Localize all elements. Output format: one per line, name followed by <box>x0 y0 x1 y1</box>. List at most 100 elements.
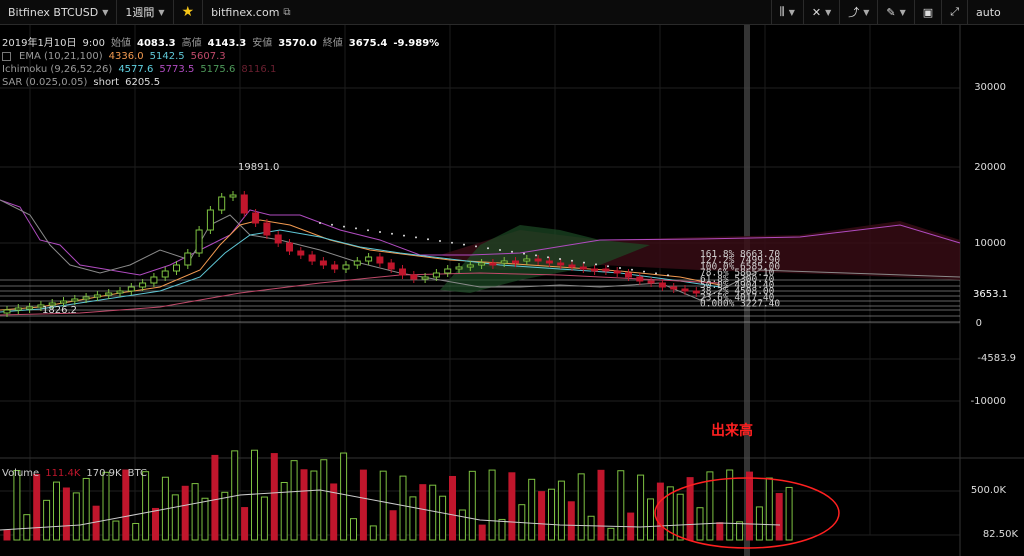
candle <box>82 296 90 300</box>
peak-label: 19891.0 <box>238 162 279 173</box>
ema-line <box>0 229 721 313</box>
volume-bar <box>251 449 258 541</box>
volume-bar <box>597 469 605 541</box>
volume-bar <box>419 484 427 541</box>
screenshot-button[interactable]: ▣ <box>913 0 941 24</box>
volume-bar <box>528 478 536 541</box>
volume-bar <box>72 492 80 541</box>
sar-dot <box>655 272 657 275</box>
candle <box>150 276 158 284</box>
sar-dot <box>379 231 381 233</box>
ema-legend[interactable]: EMA (10,21,100) 4336.0 5142.5 5607.3 <box>2 50 439 63</box>
ichimoku-v1: 4577.6 <box>118 64 154 75</box>
low-value: 3570.0 <box>278 38 317 49</box>
star-icon: ★ <box>181 4 195 20</box>
favorite-button[interactable]: ★ <box>174 0 204 24</box>
sar-dot <box>427 238 429 241</box>
change-value: -9.989% <box>393 38 440 49</box>
candle <box>161 270 169 278</box>
fullscreen-button[interactable]: ⤢ <box>941 0 967 24</box>
volume-bar <box>3 529 11 541</box>
volume-unit: BTC <box>127 468 147 479</box>
candle <box>489 262 497 266</box>
volume-bar <box>359 469 367 541</box>
sar-dot <box>643 270 645 273</box>
candle <box>692 290 700 294</box>
volume-bar <box>300 469 308 541</box>
ichimoku-name: Ichimoku (9,26,52,26) <box>2 64 113 75</box>
candle <box>37 304 45 308</box>
sar-dot <box>535 254 537 257</box>
volume-bar <box>112 520 120 541</box>
site-link[interactable]: bitfinex.com ⧉ <box>203 0 298 24</box>
sar-dot <box>391 232 393 235</box>
candle <box>26 306 34 310</box>
candle <box>591 268 599 272</box>
volume-bar <box>399 475 407 541</box>
volume-bar <box>557 480 565 541</box>
top-toolbar: Bitfinex BTCUSD ▼ 1週間 ▼ ★ bitfinex.com ⧉… <box>0 0 1024 25</box>
fib-label: 50.0% 4904.40 <box>700 280 775 291</box>
sar-legend[interactable]: SAR (0.025,0.05) short 6205.5 <box>2 76 439 89</box>
sar-dot <box>343 225 345 228</box>
candle <box>173 264 180 272</box>
volume-bar <box>171 494 179 541</box>
drawing-button[interactable]: ✎ ▼ <box>877 0 913 24</box>
sar-dot <box>619 267 621 269</box>
price-tick: -4583.9 <box>977 353 1016 364</box>
close-label: 終値 <box>322 38 343 49</box>
volume-legend[interactable]: Volume 111.4K 170.9K BTC <box>2 468 147 479</box>
candle <box>263 222 271 236</box>
volume-label: Volume <box>2 468 40 479</box>
volume-bar <box>132 522 140 541</box>
crosshair-button[interactable]: ✕ ▼ <box>802 0 839 24</box>
auto-scale-button[interactable]: auto <box>967 0 1024 24</box>
ema-v1: 4336.0 <box>108 51 144 62</box>
symbol-selector[interactable]: Bitfinex BTCUSD ▼ <box>0 0 118 24</box>
auto-label: auto <box>976 5 1001 19</box>
pencil-icon: ✎ <box>886 5 896 19</box>
interval-selector[interactable]: 1週間 ▼ <box>117 0 174 24</box>
indicators-button[interactable]: ⤴ ▼ <box>839 0 877 24</box>
ichimoku-line <box>0 199 961 276</box>
volume-bar <box>607 527 615 541</box>
sar-dot <box>403 234 405 237</box>
volume-bar <box>330 483 338 541</box>
indicators-icon: ⤴ <box>848 6 860 19</box>
ema-v2: 5142.5 <box>149 51 185 62</box>
candle <box>455 266 463 270</box>
volume-bar <box>617 470 625 541</box>
ema-name: EMA (10,21,100) <box>19 51 103 62</box>
candle <box>658 282 666 288</box>
ichimoku-legend[interactable]: Ichimoku (9,26,52,26) 4577.6 5773.5 5175… <box>2 63 439 76</box>
fullscreen-icon: ⤢ <box>950 5 959 18</box>
fib-label: 100.0% 6585.00 <box>700 261 780 272</box>
volume-bar <box>33 473 41 541</box>
chart-type-button[interactable]: ⫼ ▼ <box>770 0 803 24</box>
volume-bar <box>656 482 664 541</box>
volume-bar <box>43 499 51 541</box>
candle <box>218 196 226 211</box>
open-value: 4083.3 <box>137 38 176 49</box>
candle <box>410 274 418 280</box>
chevron-down-icon: ▼ <box>158 7 165 17</box>
candle <box>240 194 248 214</box>
volume-bar <box>102 471 110 541</box>
candle <box>286 242 293 252</box>
bar-time: 9:00 <box>82 38 106 49</box>
candle <box>139 282 147 288</box>
high-value: 4143.3 <box>207 38 247 49</box>
sar-dot <box>439 240 441 242</box>
volume-bar <box>23 514 31 541</box>
chart-area[interactable]: 19891.0 1826.2 161.8% 8663.70 127.2% 7499.9… <box>0 25 1024 556</box>
chikou-line <box>0 199 961 301</box>
volume-bar <box>647 498 654 541</box>
candle <box>195 229 203 254</box>
volume-bar <box>706 471 714 541</box>
checkbox-icon <box>2 52 11 61</box>
volume-bar <box>439 495 447 541</box>
candle <box>545 260 553 264</box>
candle <box>579 266 587 270</box>
volume-bar <box>310 470 318 541</box>
